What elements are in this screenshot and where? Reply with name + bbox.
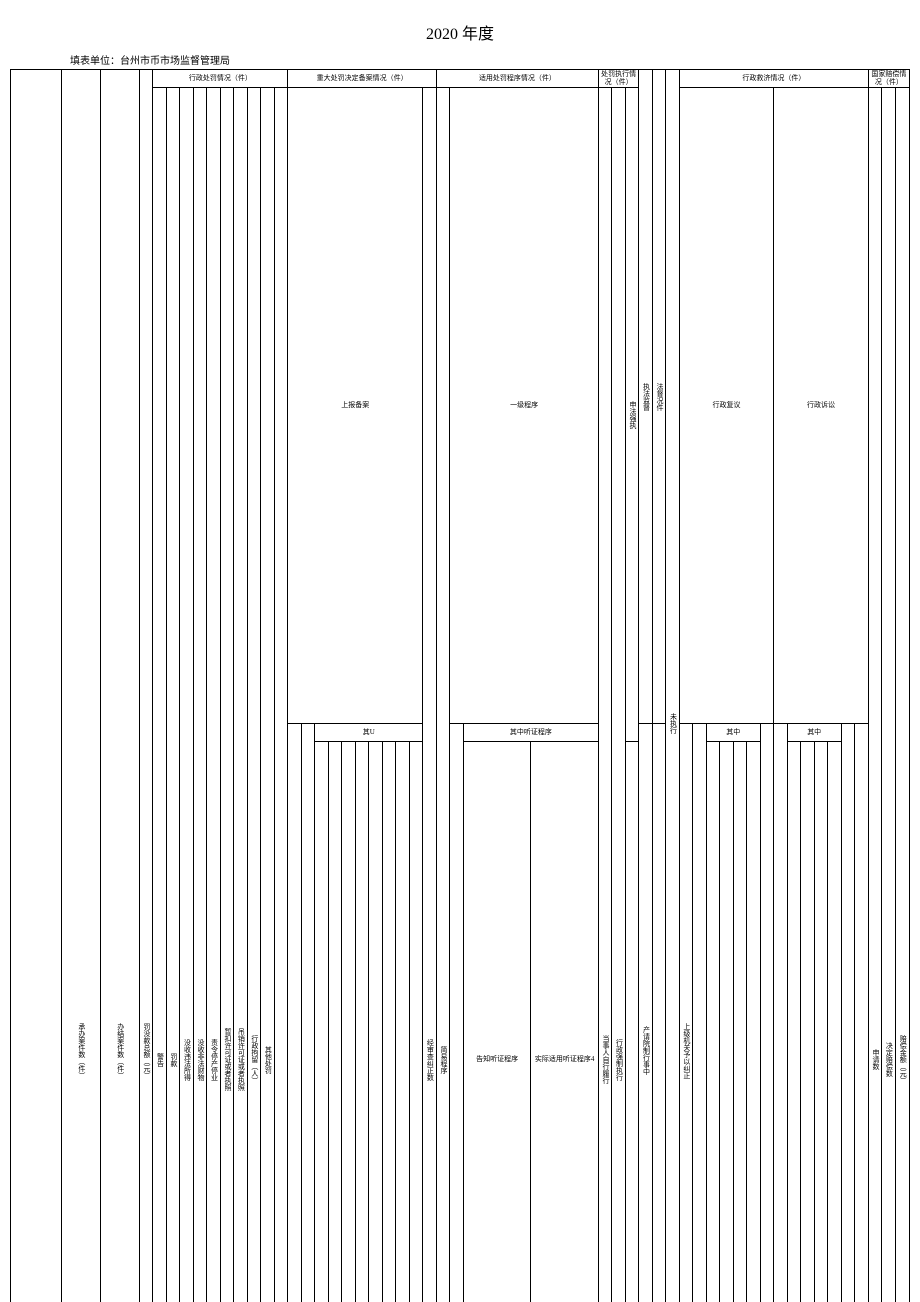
col-revoke-d: 撤销原处罚决定: [720, 742, 733, 1302]
sec-major: 重大处罚决定备案情况（件）: [288, 70, 437, 88]
col-apply2: 申请数: [868, 88, 881, 1302]
col-admin-enforce: 行政强制执行: [612, 88, 625, 1302]
col-lfa: 较大数额罚款: [328, 742, 341, 1302]
sub-qizhong2: 其中: [787, 724, 841, 742]
sec-remedy: 行政救济情况（件）: [679, 70, 868, 88]
col-conf-ill: 没收违法所得: [180, 88, 193, 1302]
col-maintain: 维持原处罚决定: [625, 742, 638, 1302]
col-lip: 较大价值非法财物一: [355, 742, 368, 1302]
col-comp-amount: 赔偿金额（元）: [895, 88, 909, 1302]
sec-comp: 国家赔偿情况（件）: [868, 70, 909, 88]
col-conf-total: 罚没款总额（元）: [139, 70, 152, 1302]
sub-court-enforce: 申法强执: [625, 88, 638, 742]
sub-producer-court: 产请院制行事中: [639, 724, 652, 1302]
col-susp-lic: 责令停产停业: [207, 88, 220, 1302]
col-apply-review: 申请行政复议: [693, 724, 706, 1302]
col-simple-proc: 简易程序: [436, 88, 449, 1302]
col-upper-notify: 上级机关予以纠正: [679, 724, 692, 1302]
sub-hearing-proc: 其中听证程序: [463, 724, 598, 742]
sub-review: 行政复议: [679, 88, 773, 724]
col-change2: 变更原处罚决定: [787, 742, 800, 1302]
col-revoke: 吊销许可证或者执照: [234, 88, 247, 1302]
col-blank: [11, 70, 62, 1302]
col-total: 总数: [450, 724, 463, 1302]
col-self-exec: 当事人自行履行: [598, 88, 611, 1302]
sub-litigation: 行政诉讼: [774, 88, 869, 724]
col-not-exec: 未执行: [666, 70, 679, 1302]
col-os: 责令停产停业: [369, 742, 382, 1302]
sec-exec: 处罚执行情况（件）: [598, 70, 638, 88]
col-blank2: [274, 88, 288, 1302]
col-oth: 其他: [409, 742, 422, 1302]
col-handled: 承办案件数（件）: [61, 70, 100, 1302]
col-reject-req: 据求: [814, 742, 827, 1302]
col-change: 变更原处罚决定: [706, 742, 719, 1302]
col-closed: 办结案件数（件）: [100, 70, 139, 1302]
col-temp-susp: 暂扣许可证或者执照: [220, 88, 233, 1302]
sub-qizhong1: 其中: [706, 724, 760, 742]
sub-actual-hearing: 实际适用听证程序4: [531, 742, 599, 1302]
sub-report: 上报备案: [288, 88, 423, 724]
col-conf-prop: 没收非法财物: [193, 88, 206, 1302]
sec-procedure: 适用处罚程序情况（件）: [436, 70, 598, 88]
sub-general-proc: 一级程序: [450, 88, 599, 724]
sec-detention: 执法监督: [639, 70, 652, 724]
col-under-review2: 审理中: [841, 724, 854, 1302]
col-decide-comp: 决定赔偿数: [882, 88, 895, 1302]
col-lfc: 较大数额罚款案数: [315, 742, 328, 1302]
col-reject: 驳回申请: [733, 742, 746, 1302]
col-revoke-d2: 撤销原处罚决定: [801, 742, 814, 1302]
sub-qizhong-u: 其U: [315, 724, 423, 742]
page-title: 2020 年度: [10, 20, 910, 44]
col-lc: 较大数额没收违法所得: [342, 742, 355, 1302]
col-warning: 警告: [153, 88, 166, 1302]
sec-penalty: 行政处罚情况（件）: [153, 70, 288, 88]
col-actual-report: 实际上报备案数: [301, 724, 314, 1302]
sec-supervision: 法督况件: [652, 70, 665, 724]
col-under-review: 审理中: [774, 724, 787, 1302]
col-maintain2: 维持原处罚决定: [747, 742, 760, 1302]
col-fine: 罚款: [166, 88, 179, 1302]
col-detention: 行政拘留（人）: [247, 88, 260, 1302]
sub-inform-hearing: 告知听证程序: [463, 742, 530, 1302]
col-should-report: 应上报备案数: [288, 724, 301, 1302]
col-other-pen: 其他处罚: [261, 88, 274, 1302]
col-self-correct: 自行纠正: [652, 724, 665, 1302]
col-rc: 吊销许可证及执照: [382, 742, 395, 1302]
col-review-correct: 经审查纠正数: [423, 88, 437, 1302]
main-table: 承办案件数（件） 办结案件数（件） 罚没款总额（元） 行政处罚情况（件） 重大处…: [10, 69, 910, 1302]
col-tdd: 10日以上行政拘留: [396, 742, 409, 1302]
unit-label: 填表单位：台州市币市场监督管理局: [70, 52, 910, 67]
col-file-lawsuit: 提起行政诉讼: [760, 724, 773, 1302]
